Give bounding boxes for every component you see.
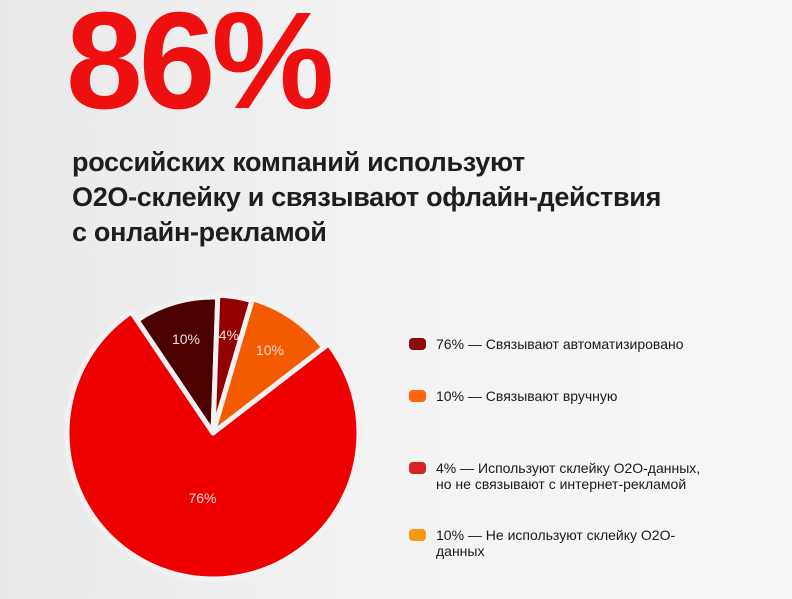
- legend-label: 10% — Не используют склейку O2O-данных: [436, 527, 676, 559]
- subtitle-line: с онлайн-рекламой: [72, 217, 327, 247]
- legend-item: 4% — Используют склейку O2O-данных, но н…: [409, 460, 706, 492]
- legend-swatch: [409, 462, 426, 474]
- pie-slice-label: 10%: [172, 331, 200, 347]
- subtitle-line: O2O-склейку и связывают офлайн-действия: [72, 182, 662, 212]
- legend-swatch: [409, 338, 426, 350]
- pie-slice-label: 4%: [219, 327, 239, 343]
- pie-slice: [64, 309, 362, 582]
- legend-item: 10% — Не используют склейку O2O-данных: [409, 527, 706, 559]
- legend-swatch: [409, 390, 426, 402]
- legend-label: 76% — Связывают автоматизировано: [436, 336, 684, 352]
- legend-label: 4% — Используют склейку O2O-данных, но н…: [436, 460, 701, 492]
- legend-item: 10% — Связывают вручную: [409, 388, 706, 404]
- legend-swatch: [409, 529, 426, 541]
- pie-slice-label: 10%: [256, 342, 284, 358]
- legend-label: 10% — Связывают вручную: [436, 388, 618, 404]
- headline-percent: 86%: [66, 0, 334, 138]
- subtitle-line: российских компаний используют: [72, 147, 525, 177]
- pie-slice-label: 76%: [188, 490, 216, 506]
- legend-item: 76% — Связывают автоматизировано: [409, 336, 706, 352]
- subtitle: российских компаний используют O2O-склей…: [72, 145, 661, 250]
